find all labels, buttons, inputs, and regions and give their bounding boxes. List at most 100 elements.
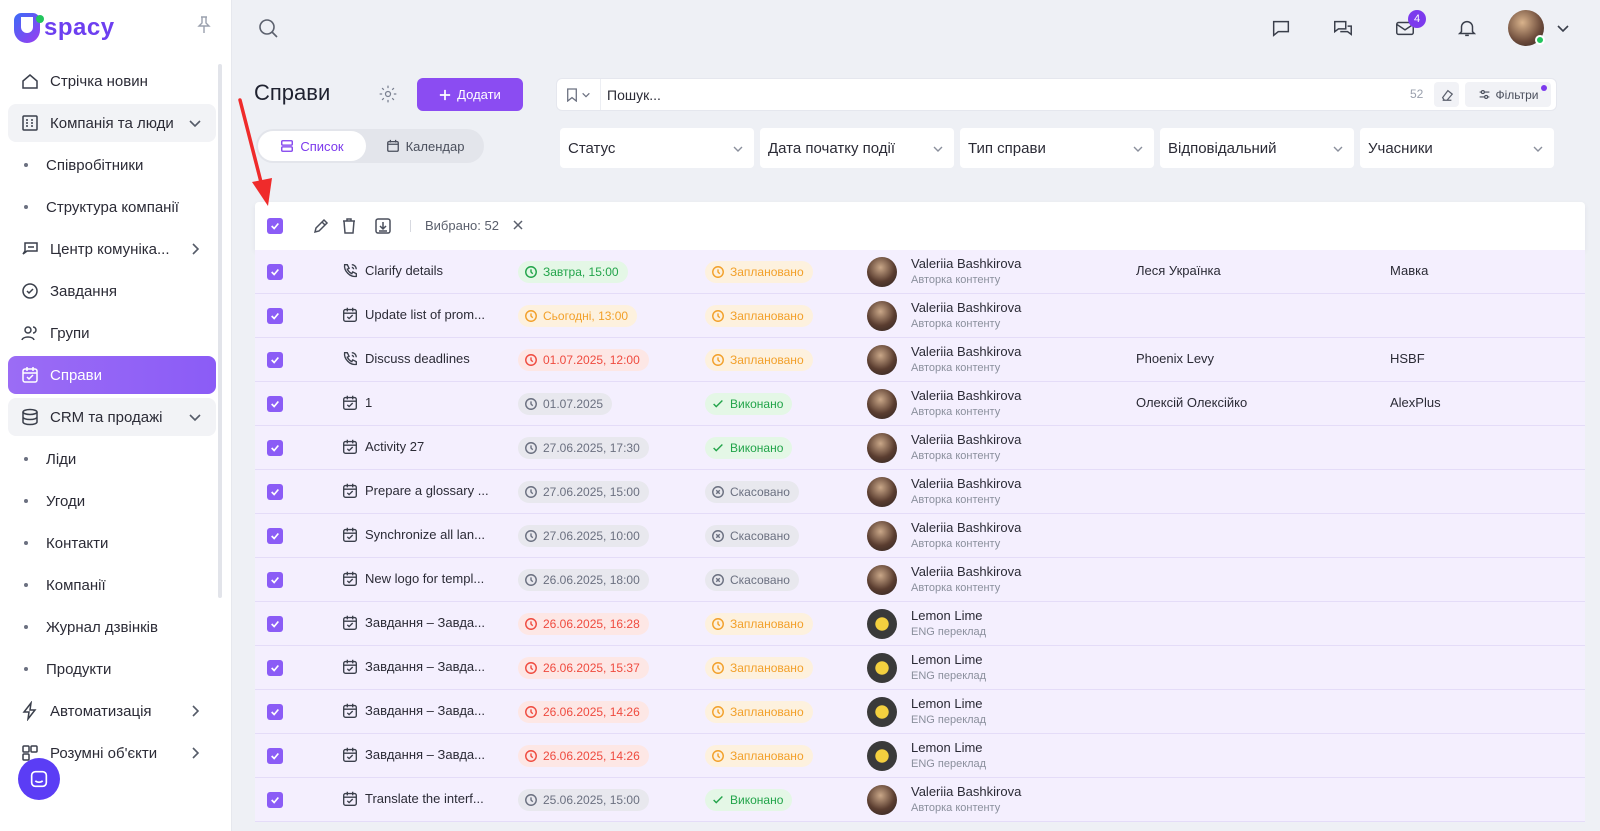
- contact-name[interactable]: Леся Українка: [1136, 263, 1221, 278]
- responsible-name[interactable]: Valeriia Bashkirova: [911, 520, 1022, 535]
- gear-icon[interactable]: [378, 84, 398, 104]
- row-checkbox[interactable]: [267, 484, 283, 500]
- sidebar-subitem-структура-компанії[interactable]: Структура компанії: [8, 188, 216, 226]
- sidebar-item-розумні-об-єкти[interactable]: Розумні об'єкти: [8, 734, 216, 772]
- search-input[interactable]: [607, 83, 1367, 106]
- activity-title[interactable]: Discuss deadlines: [365, 351, 470, 366]
- sidebar-item-crm-та-продажі[interactable]: CRM та продажі: [8, 398, 216, 436]
- table-row[interactable]: Завдання – Завда... 26.06.2025, 14:26 Запл…: [255, 734, 1585, 778]
- status-badge[interactable]: Виконано: [705, 789, 793, 811]
- status-badge[interactable]: Скасовано: [705, 525, 799, 547]
- table-row[interactable]: Discuss deadlines 01.07.2025, 12:00 Заплан…: [255, 338, 1585, 382]
- sidebar-subitem-контакти[interactable]: Контакти: [8, 524, 216, 562]
- sidebar-item-центр-комуніка-[interactable]: Центр комуніка...: [8, 230, 216, 268]
- sidebar-subitem-ліди[interactable]: Ліди: [8, 440, 216, 478]
- activity-title[interactable]: Завдання – Завда...: [365, 747, 486, 762]
- table-row[interactable]: New logo for templ... 26.06.2025, 18:00 Ск…: [255, 558, 1585, 602]
- row-checkbox[interactable]: [267, 748, 283, 764]
- status-badge[interactable]: Заплановано: [705, 305, 813, 327]
- company-name[interactable]: Мавка: [1390, 263, 1429, 278]
- table-row[interactable]: Translate the interf... 25.06.2025, 15:00…: [255, 778, 1585, 822]
- contact-name[interactable]: Phoenix Levy: [1136, 351, 1215, 366]
- activity-title[interactable]: Завдання – Завда...: [365, 703, 486, 718]
- table-row[interactable]: Clarify details Завтра, 15:00 Заплановано V…: [255, 250, 1585, 294]
- bell-icon[interactable]: [1436, 10, 1498, 46]
- status-badge[interactable]: Виконано: [705, 393, 793, 415]
- filter-dropdown[interactable]: Статус: [560, 128, 754, 168]
- responsible-name[interactable]: Valeriia Bashkirova: [911, 476, 1022, 491]
- activity-title[interactable]: Завдання – Завда...: [365, 659, 486, 674]
- row-checkbox[interactable]: [267, 396, 283, 412]
- row-checkbox[interactable]: [267, 352, 283, 368]
- sidebar-scrollbar[interactable]: [218, 64, 222, 598]
- clear-selection-icon[interactable]: [511, 218, 525, 232]
- status-badge[interactable]: Заплановано: [705, 261, 813, 283]
- filters-button[interactable]: Фільтри: [1465, 82, 1551, 107]
- responsible-name[interactable]: Valeriia Bashkirova: [911, 300, 1022, 315]
- responsible-name[interactable]: Lemon Lime: [911, 608, 983, 623]
- responsible-name[interactable]: Valeriia Bashkirova: [911, 256, 1022, 271]
- row-checkbox[interactable]: [267, 704, 283, 720]
- table-row[interactable]: Prepare a glossary ... 27.06.2025, 15:00 С…: [255, 470, 1585, 514]
- row-checkbox[interactable]: [267, 660, 283, 676]
- sidebar-subitem-продукти[interactable]: Продукти: [8, 650, 216, 688]
- status-badge[interactable]: Заплановано: [705, 657, 813, 679]
- sidebar-subitem-співробітники[interactable]: Співробітники: [8, 146, 216, 184]
- search-icon[interactable]: [256, 16, 280, 40]
- table-row[interactable]: Synchronize all lan... 27.06.2025, 10:00 С…: [255, 514, 1585, 558]
- table-row[interactable]: Завдання – Завда... 26.06.2025, 14:26 Запл…: [255, 690, 1585, 734]
- activity-title[interactable]: Clarify details: [365, 263, 444, 278]
- activity-title[interactable]: Activity 27: [365, 439, 425, 454]
- tab-calendar[interactable]: Календар: [368, 131, 482, 161]
- sidebar-item-стрічка-новин[interactable]: Стрічка новин: [8, 62, 216, 100]
- table-row[interactable]: Завдання – Завда... 26.06.2025, 15:37 Запл…: [255, 646, 1585, 690]
- clear-search-button[interactable]: [1434, 82, 1459, 107]
- table-row[interactable]: 1 01.07.2025 Виконано Valeriia Bashkirova Ав…: [255, 382, 1585, 426]
- table-row[interactable]: Завдання – Завда... 26.06.2025, 16:28 Запл…: [255, 602, 1585, 646]
- sidebar-item-справи[interactable]: Справи: [8, 356, 216, 394]
- row-checkbox[interactable]: [267, 572, 283, 588]
- row-checkbox[interactable]: [267, 440, 283, 456]
- select-all-checkbox[interactable]: [267, 218, 283, 234]
- activity-title[interactable]: Synchronize all lan...: [365, 527, 485, 542]
- activity-title[interactable]: 1: [365, 395, 373, 410]
- row-checkbox[interactable]: [267, 616, 283, 632]
- sidebar-subitem-угоди[interactable]: Угоди: [8, 482, 216, 520]
- row-checkbox[interactable]: [267, 308, 283, 324]
- status-badge[interactable]: Заплановано: [705, 745, 813, 767]
- sidebar-subitem-компанії[interactable]: Компанії: [8, 566, 216, 604]
- responsible-name[interactable]: Valeriia Bashkirova: [911, 784, 1022, 799]
- status-badge[interactable]: Скасовано: [705, 569, 799, 591]
- table-row[interactable]: Update list of prom... Сьогодні, 13:00 Зап…: [255, 294, 1585, 338]
- tab-list[interactable]: Список: [258, 131, 366, 161]
- chevron-down-icon[interactable]: [1556, 21, 1570, 35]
- status-badge[interactable]: Заплановано: [705, 349, 813, 371]
- app-logo[interactable]: spacy: [14, 12, 115, 44]
- responsible-name[interactable]: Lemon Lime: [911, 652, 983, 667]
- chat-icon[interactable]: [1250, 10, 1312, 46]
- filter-dropdown[interactable]: Учасники: [1360, 128, 1554, 168]
- responsible-name[interactable]: Lemon Lime: [911, 740, 983, 755]
- responsible-name[interactable]: Lemon Lime: [911, 696, 983, 711]
- status-badge[interactable]: Заплановано: [705, 613, 813, 635]
- activity-title[interactable]: Update list of prom...: [365, 307, 485, 322]
- row-checkbox[interactable]: [267, 792, 283, 808]
- activity-title[interactable]: Prepare a glossary ...: [365, 483, 489, 498]
- table-row[interactable]: Activity 27 27.06.2025, 17:30 Виконано Vale…: [255, 426, 1585, 470]
- support-chat-button[interactable]: [18, 758, 60, 800]
- filter-dropdown[interactable]: Тип справи: [960, 128, 1154, 168]
- sidebar-subitem-журнал-дзвінків[interactable]: Журнал дзвінків: [8, 608, 216, 646]
- mail-icon[interactable]: 4: [1374, 10, 1436, 46]
- sidebar-item-компанія-та-люди[interactable]: Компанія та люди: [8, 104, 216, 142]
- filter-dropdown[interactable]: Дата початку події: [760, 128, 954, 168]
- activity-title[interactable]: New logo for templ...: [365, 571, 485, 586]
- company-name[interactable]: HSBF: [1390, 351, 1425, 366]
- edit-icon[interactable]: [311, 216, 331, 236]
- row-checkbox[interactable]: [267, 264, 283, 280]
- pin-icon[interactable]: [196, 16, 212, 34]
- sidebar-item-групи[interactable]: Групи: [8, 314, 216, 352]
- activity-title[interactable]: Translate the interf...: [365, 791, 484, 806]
- trash-icon[interactable]: [339, 216, 359, 236]
- status-badge[interactable]: Скасовано: [705, 481, 799, 503]
- download-icon[interactable]: [373, 216, 393, 236]
